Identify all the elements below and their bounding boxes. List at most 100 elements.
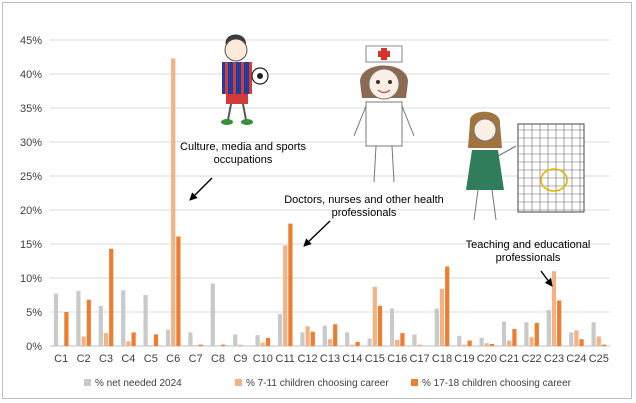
leg-line [242,103,247,121]
bar [467,340,472,346]
x-tick-label: C20 [477,353,497,365]
bar [53,293,59,346]
x-tick-label: C16 [387,353,407,365]
x-tick-label: C7 [189,353,203,365]
annotation-label: Doctors, nurses and other health [284,194,444,206]
nurse-drawing [353,45,415,183]
shirt-stripe [225,62,228,94]
bar [479,337,484,346]
x-tick-label: C1 [54,353,68,365]
x-tick-label: C12 [298,353,318,365]
x-tick-label: C10 [253,353,273,365]
bar [462,344,467,346]
mouth-shape [377,89,391,94]
y-tick-label: 5% [26,307,42,319]
bar [601,344,607,346]
bar [221,344,226,346]
y-tick-label: 45% [20,35,42,47]
leg-line [473,189,479,221]
bar [143,295,148,346]
bar [445,266,450,346]
bar [300,332,305,346]
bar [265,337,271,346]
circled-answer-shape [540,168,568,192]
y-tick-label: 20% [20,205,42,217]
bar [165,329,171,346]
shirt-stripe [241,62,244,94]
bar [131,332,136,346]
bar [529,337,534,346]
leg-line [373,145,377,183]
y-tick-label: 35% [20,103,42,115]
legend-swatch [411,379,418,386]
x-tick-label: C14 [342,353,362,365]
x-tick-label: C6 [166,353,180,365]
bar [327,339,333,346]
bar [557,300,562,346]
bar [238,344,243,346]
bar [400,333,405,346]
arm-line [401,105,415,137]
bar [395,339,400,346]
bar [501,321,507,346]
x-tick-label: C22 [522,353,542,365]
bar [389,308,395,346]
leg-line [227,103,232,121]
cross-shape [378,51,390,57]
bar [417,344,422,346]
bar [171,58,176,347]
x-tick-label: C9 [233,353,247,365]
legend-label: % net needed 2024 [95,378,182,389]
bar [103,333,109,346]
legend-swatch [84,379,91,386]
bar [546,309,551,346]
bar [574,330,579,346]
eye-shape [388,80,392,84]
leg-line [391,145,395,183]
bar [484,343,489,346]
x-tick-label: C15 [365,353,385,365]
leg-line [491,189,497,221]
legend-label: % 7-11 children choosing career [246,378,389,389]
bar [76,290,81,346]
legend-label: % 17-18 children choosing career [422,378,572,389]
dress-shape [466,150,504,190]
x-tick-label: C3 [99,353,113,365]
shirt-stripe [249,62,252,94]
annotation-arrow [189,177,213,201]
x-tick-label: C2 [77,353,91,365]
x-tick-label: C13 [320,353,340,365]
bar [551,271,557,346]
bar [596,336,601,346]
x-tick-label: C17 [410,353,430,365]
bar [489,343,495,346]
bar [188,332,193,346]
x-tick-label: C19 [454,353,474,365]
bar [176,236,181,346]
bar [412,334,417,346]
x-tick-label: C25 [589,353,609,365]
legend-swatch [235,379,242,386]
bar [322,325,327,346]
boot-shape [221,119,233,125]
bar [233,334,238,346]
board-shape [517,123,585,213]
annotation-arrow [540,270,553,287]
bar [121,290,126,346]
x-tick-label: C4 [121,353,135,365]
uniform-shape [365,101,403,147]
footballer-drawing [221,34,269,125]
x-tick-label: C21 [499,353,519,365]
bar [333,324,338,346]
annotation-label: professionals [332,207,397,219]
annotation-label: Teaching and educational [466,239,591,251]
bar [126,341,131,346]
y-tick-label: 10% [20,273,42,285]
eye-shape [376,80,380,84]
bar [153,334,159,346]
football-patch [257,73,263,79]
bar [109,248,114,346]
bar [86,299,91,346]
bar [98,305,103,346]
bar [534,322,539,346]
